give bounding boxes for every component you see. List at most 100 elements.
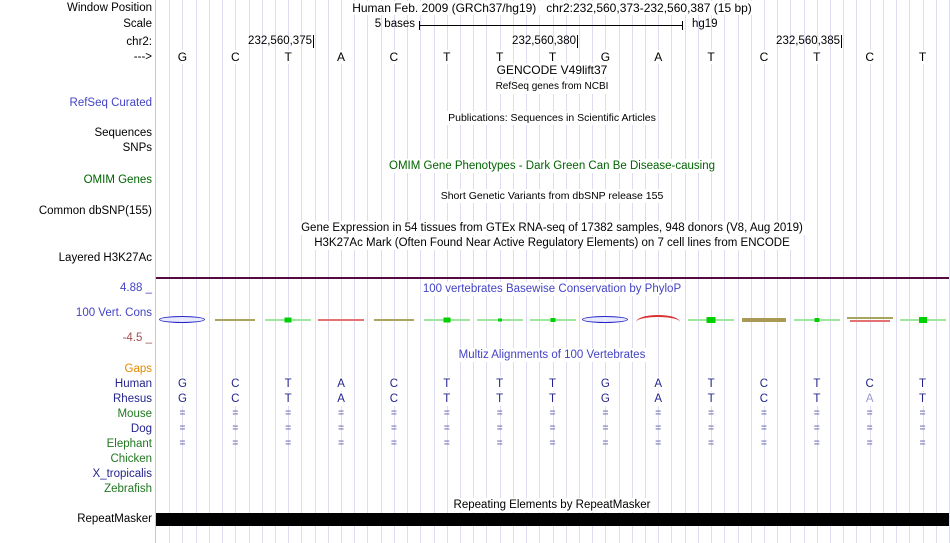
grid-line	[618, 0, 620, 543]
track-label-repeatmasker[interactable]: RepeatMasker	[77, 513, 152, 525]
track-label-species-x-tropicalis[interactable]: X_tropicalis	[92, 468, 152, 480]
align-letter-human: C	[388, 377, 400, 391]
track-label-sequences[interactable]: Sequences	[94, 127, 152, 139]
track-label-refseq-curated[interactable]: RefSeq Curated	[69, 97, 152, 109]
grid-line	[869, 0, 871, 543]
dbsnp-subtitle[interactable]: Short Genetic Variants from dbSNP releas…	[438, 189, 666, 203]
grid-line	[935, 0, 937, 543]
repeatmasker-track-bar[interactable]	[156, 513, 949, 526]
align-gap-symbol-dog: =	[496, 423, 503, 434]
track-label-species-zebrafish[interactable]: Zebrafish	[104, 483, 152, 495]
conservation-mark-green-sq	[265, 317, 312, 323]
track-label-species-rhesus[interactable]: Rhesus	[113, 393, 152, 405]
track-label-species-dog[interactable]: Dog	[130, 423, 152, 435]
grid-line	[803, 0, 805, 543]
repeat-title[interactable]: Repeating Elements by RepeatMasker	[451, 498, 653, 512]
grid-line	[592, 0, 594, 543]
gtex-title[interactable]: Gene Expression in 54 tissues from GTEx …	[299, 221, 805, 235]
track-label-common-dbsnp[interactable]: Common dbSNP(155)	[38, 205, 152, 217]
align-letter-human: T	[495, 377, 505, 391]
track-label-window-position[interactable]: Window Position	[66, 2, 152, 14]
grid-line	[658, 0, 660, 543]
track-label-species-mouse[interactable]: Mouse	[117, 408, 152, 420]
track-label-strand-arrow[interactable]: --->	[133, 51, 152, 63]
align-gap-symbol-elephant: =	[602, 438, 609, 449]
align-gap-symbol-mouse: =	[232, 408, 239, 419]
base-letter: C	[758, 50, 770, 64]
track-label-layered-h3k27ac[interactable]: Layered H3K27Ac	[58, 252, 152, 264]
grid-line	[235, 0, 237, 543]
grid-line	[314, 0, 316, 543]
align-letter-rhesus: T	[495, 392, 505, 406]
grid-line	[856, 0, 858, 543]
green-peak-square	[814, 318, 820, 322]
coordinate-label: 232,560,375	[248, 35, 314, 48]
grid-line	[790, 0, 792, 543]
align-letter-human: T	[918, 377, 928, 391]
align-letter-rhesus: C	[758, 392, 770, 406]
green-peak-square	[550, 318, 555, 322]
conservation-mark-green-sq	[899, 317, 946, 323]
base-letter: C	[864, 50, 876, 64]
grid-line	[697, 0, 699, 543]
align-letter-human: T	[547, 377, 558, 391]
green-peak-square	[284, 317, 292, 323]
align-letter-rhesus: T	[812, 392, 822, 406]
align-letter-rhesus: C	[388, 392, 400, 406]
grid-line	[446, 0, 448, 543]
track-label-vert-cons[interactable]: 100 Vert. Cons	[75, 307, 152, 319]
align-gap-symbol-elephant: =	[443, 438, 450, 449]
base-letter: A	[336, 50, 347, 64]
base-letter: C	[229, 50, 241, 64]
track-label-omim-genes[interactable]: OMIM Genes	[83, 174, 152, 186]
track-label-scale[interactable]: Scale	[123, 18, 152, 30]
align-letter-human: A	[336, 377, 346, 391]
grid-line	[473, 0, 475, 543]
grid-line	[526, 0, 528, 543]
publications-title[interactable]: Publications: Sequences in Scientific Ar…	[446, 111, 658, 125]
align-gap-symbol-elephant: =	[179, 438, 186, 449]
conservation-mark-olive-red	[846, 317, 893, 323]
grid-line	[459, 0, 461, 543]
track-label-cons-min[interactable]: -4.5 _	[122, 332, 152, 344]
align-gap-symbol-mouse: =	[496, 408, 503, 419]
refseq-subtitle[interactable]: RefSeq genes from NCBI	[493, 80, 611, 94]
gencode-title[interactable]: GENCODE V49lift37	[494, 63, 610, 77]
align-gap-symbol-mouse: =	[285, 408, 292, 419]
align-gap-symbol-elephant: =	[919, 438, 926, 449]
align-gap-symbol-dog: =	[285, 423, 292, 434]
base-letter: T	[442, 50, 452, 64]
grid-line	[909, 0, 911, 543]
align-letter-rhesus: T	[706, 392, 716, 406]
conservation-mark-green-sq	[423, 317, 470, 323]
track-label-species-elephant[interactable]: Elephant	[106, 438, 152, 450]
track-label-species-human[interactable]: Human	[114, 378, 152, 390]
coordinate-label: 232,560,380	[512, 35, 578, 48]
h3k27ac-title[interactable]: H3K27Ac Mark (Often Found Near Active Re…	[312, 236, 792, 250]
align-letter-rhesus: G	[599, 392, 611, 406]
h3k27ac-signal-line[interactable]	[156, 277, 949, 279]
grid-line	[248, 0, 250, 543]
align-gap-symbol-elephant: =	[761, 438, 767, 449]
align-letter-human: C	[758, 377, 770, 391]
align-gap-symbol-elephant: =	[496, 438, 503, 449]
track-label-cons-max[interactable]: 4.88 _	[120, 282, 152, 294]
track-label-snps[interactable]: SNPs	[122, 142, 152, 154]
phylop-title[interactable]: 100 vertebrates Basewise Conservation by…	[420, 282, 684, 296]
base-letter: T	[812, 50, 822, 64]
align-letter-rhesus: A	[653, 392, 664, 406]
omim-title[interactable]: OMIM Gene Phenotypes - Dark Green Can Be…	[387, 159, 717, 173]
track-label-chromosome[interactable]: chr2:	[126, 36, 152, 48]
align-gap-symbol-mouse: =	[761, 408, 767, 419]
grid-line	[750, 0, 752, 543]
grid-line	[882, 0, 884, 543]
conservation-mark-olive-thick	[741, 318, 786, 322]
align-gap-symbol-elephant: =	[232, 438, 239, 449]
track-label-gaps[interactable]: Gaps	[124, 363, 153, 375]
grid-line	[539, 0, 541, 543]
align-gap-symbol-dog: =	[549, 423, 556, 434]
conservation-mark-green-sq	[476, 318, 523, 322]
align-gap-symbol-mouse: =	[338, 408, 344, 419]
multiz-title[interactable]: Multiz Alignments of 100 Vertebrates	[456, 348, 648, 362]
track-label-species-chicken[interactable]: Chicken	[110, 453, 152, 465]
